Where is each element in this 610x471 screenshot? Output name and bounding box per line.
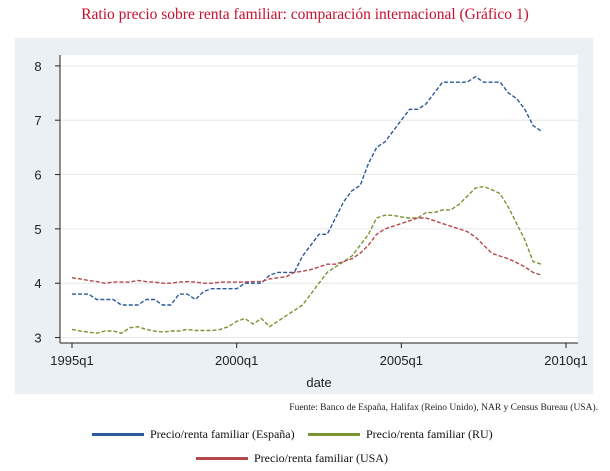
x-tick-label-1995q1: 1995q1 xyxy=(50,353,93,368)
series-lines xyxy=(71,75,542,334)
series-line-spain xyxy=(72,75,542,306)
x-axis-label: date xyxy=(306,375,331,390)
legend-item-spain: Precio/renta familiar (España) xyxy=(92,427,295,442)
x-tick-label-2010q1: 2010q1 xyxy=(544,353,587,368)
legend-swatch-uk xyxy=(308,433,360,436)
series-line-usa xyxy=(71,217,542,284)
series-line-uk xyxy=(71,185,542,334)
tick-labels: 3 4 5 6 7 8 1995q1 2000q1 2005q1 2010q1 xyxy=(34,59,587,368)
y-tick-label-6: 6 xyxy=(34,168,41,183)
legend-label-spain: Precio/renta familiar (España) xyxy=(150,427,295,441)
legend-label-uk: Precio/renta familiar (RU) xyxy=(366,427,493,441)
legend-swatch-usa xyxy=(196,457,248,460)
legend-label-usa: Precio/renta familiar (USA) xyxy=(254,451,388,465)
source-note: Fuente: Banco de España, Halifax (Reino … xyxy=(289,403,598,413)
axes xyxy=(55,55,578,348)
y-tick-label-5: 5 xyxy=(34,222,41,237)
x-tick-label-2000q1: 2000q1 xyxy=(215,353,258,368)
legend-item-usa: Precio/renta familiar (USA) xyxy=(196,451,388,466)
legend-swatch-spain xyxy=(92,433,144,436)
y-tick-label-4: 4 xyxy=(34,276,41,291)
plot-area xyxy=(60,55,578,343)
y-tick-label-7: 7 xyxy=(34,113,41,128)
y-tick-label-8: 8 xyxy=(34,59,41,74)
x-tick-label-2005q1: 2005q1 xyxy=(380,353,423,368)
legend-item-uk: Precio/renta familiar (RU) xyxy=(308,427,493,442)
y-tick-label-3: 3 xyxy=(34,331,41,346)
chart-title: Ratio precio sobre renta familiar: compa… xyxy=(81,6,529,23)
